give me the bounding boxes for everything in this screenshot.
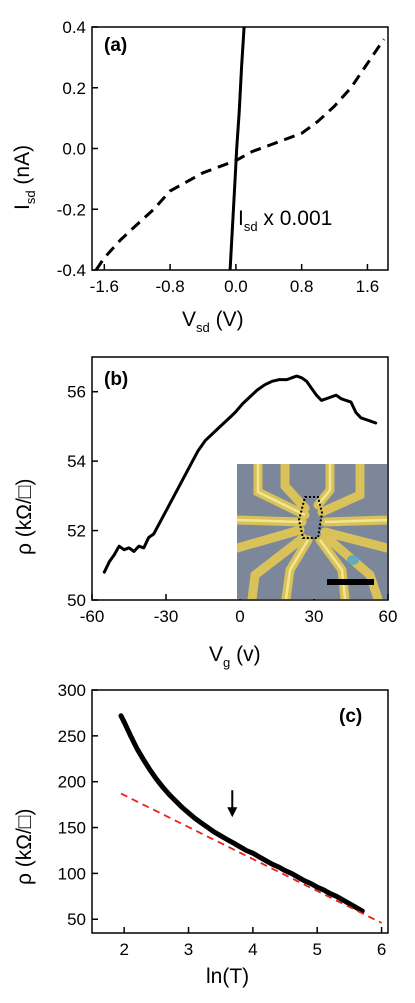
panel-a-label: (a)	[104, 35, 127, 56]
panel-a-frame	[91, 26, 389, 271]
arrow-head	[227, 807, 238, 818]
panel-b-x-tick-label: 60	[379, 607, 398, 626]
panel-b-x-tick-label: 0	[235, 607, 244, 626]
panel-b-x-tick-label: -30	[154, 607, 179, 626]
panel-c-y-tick-label: 250	[58, 727, 86, 746]
panel-c-label: (c)	[339, 706, 362, 727]
panel-a-series-line-1	[228, 27, 246, 270]
panel-b-y-tick-label: 54	[67, 452, 86, 471]
panel-a-y-tick-label: 0.0	[62, 140, 86, 159]
panel-a-y-tick-label: -0.4	[57, 261, 86, 280]
panel-c-y-tick-label: 50	[67, 910, 86, 929]
panel-c-x-tick-label: 4	[248, 940, 257, 959]
panel-b-series	[102, 374, 378, 574]
panel-a-y-axis-label: Isd (nA)	[11, 145, 38, 210]
scale-bar	[327, 579, 374, 585]
panel-b-y-tick-label: 56	[67, 383, 86, 402]
device-micrograph-inset	[237, 464, 387, 599]
panel-c-series-line-1	[118, 713, 365, 914]
panel-c-x-tick-label: 5	[312, 940, 321, 959]
panel-b: -60 -30 0 30 60 50 52 54 56 (b)	[13, 356, 397, 670]
panel-a-y-tick-label: -0.2	[57, 200, 86, 219]
panel-a: -1.6 -0.8 0.0 0.8 1.6 -0.4 -0.2 0.0 0.2 0.4 (a) I…	[11, 18, 389, 335]
panel-a-y-tick-label: 0.2	[62, 79, 86, 98]
panel-b-label: (b)	[104, 369, 128, 390]
panel-c-x-tick-label: 6	[377, 940, 386, 959]
panel-c-y-tick-label: 200	[58, 773, 86, 792]
temperature-arrow	[227, 790, 238, 818]
panel-a-x-tick-label: 0.8	[290, 277, 314, 296]
panel-a-x-tick-label: 1.6	[356, 277, 380, 296]
panel-b-series-line-1	[102, 374, 378, 574]
panel-c-y-tick-label: 150	[58, 819, 86, 838]
panel-c-x-tick-label: 2	[119, 940, 128, 959]
panel-a-x-tick-label: -0.8	[155, 277, 184, 296]
panel-b-ticks: -60 -30 0 30 60 50 52 54 56	[67, 383, 397, 626]
panel-a-x-tick-label: -1.6	[90, 277, 119, 296]
panel-c-x-axis-label: ln(T)	[206, 965, 249, 988]
panel-c-y-tick-label: 100	[58, 864, 86, 883]
panel-b-y-tick-label: 52	[67, 522, 86, 541]
panel-c-ticks: 2 3 4 5 6 50 100 150 200 250 300	[58, 681, 387, 959]
panel-c-y-tick-label: 300	[58, 681, 86, 700]
panel-a-x-tick-label: 0.0	[224, 277, 248, 296]
panel-a-scale-annotation: Isd x 0.001	[238, 207, 332, 234]
panel-c-series	[118, 713, 383, 924]
panel-c: 2 3 4 5 6 50 100 150 200 250 300 (c) ln(T) ρ (kΩ/□…	[13, 681, 389, 988]
panel-b-x-tick-label: -60	[80, 607, 105, 626]
panel-c-frame	[91, 689, 389, 934]
panel-b-x-axis-label: Vg (v)	[209, 643, 261, 670]
panel-a-series-line-2	[94, 38, 386, 270]
panel-b-y-tick-label: 50	[67, 591, 86, 610]
panel-a-ticks: -1.6 -0.8 0.0 0.8 1.6 -0.4 -0.2 0.0 0.2 0.4	[57, 18, 380, 296]
panel-b-x-tick-label: 30	[305, 607, 324, 626]
panel-c-y-axis-label: ρ (kΩ/□)	[13, 809, 36, 885]
panel-a-series	[94, 27, 386, 270]
panel-a-y-tick-label: 0.4	[62, 18, 86, 37]
panel-c-x-tick-label: 3	[184, 940, 193, 959]
panel-b-y-axis-label: ρ (kΩ/□)	[13, 479, 36, 555]
panel-a-x-axis-label: Vsd (V)	[182, 308, 244, 335]
panel-c-series-line-2	[120, 792, 383, 924]
